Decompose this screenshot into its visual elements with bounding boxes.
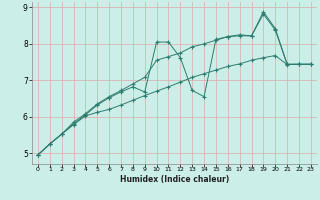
X-axis label: Humidex (Indice chaleur): Humidex (Indice chaleur) <box>120 175 229 184</box>
